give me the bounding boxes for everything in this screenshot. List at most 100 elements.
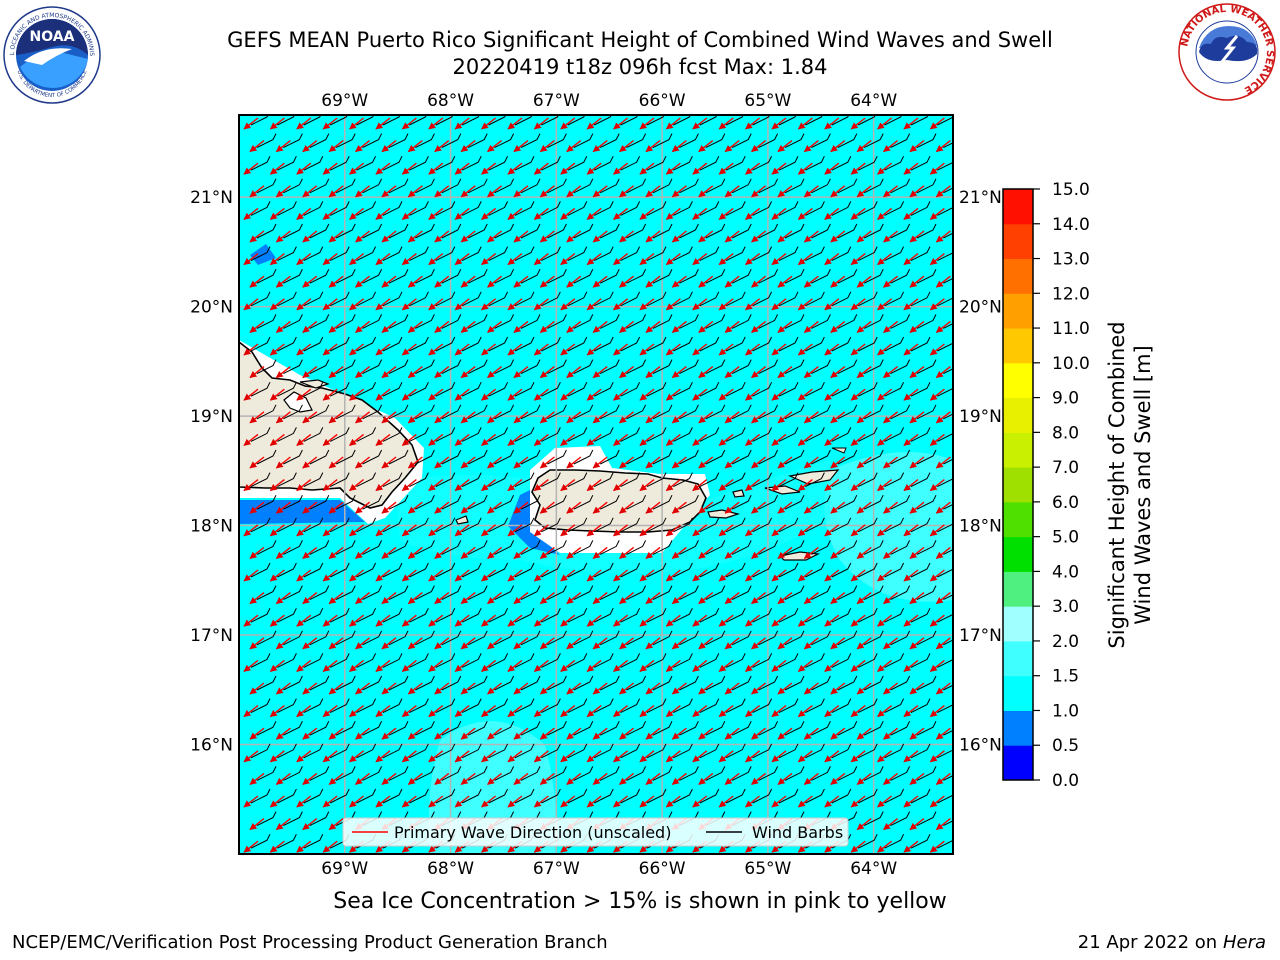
wind-barb: [964, 789, 983, 803]
wave-direction-arrow: [275, 320, 291, 333]
wind-barb: [329, 115, 348, 126]
wind-barb: [758, 404, 779, 420]
wave-direction-arrow: [957, 841, 971, 852]
wind-barb: [778, 246, 799, 262]
wave-direction-arrow: [751, 230, 767, 243]
wind-barb: [283, 359, 303, 375]
wave-direction-arrow: [963, 141, 977, 152]
wave-direction-arrow: [645, 185, 661, 198]
wave-direction-arrow: [903, 207, 919, 220]
colorbar-segment: [1003, 328, 1033, 364]
wind-barb: [362, 449, 383, 465]
wind-barb: [488, 115, 507, 126]
wind-barb: [494, 540, 515, 555]
wave-direction-arrow: [586, 433, 602, 446]
wave-direction-arrow: [428, 388, 444, 401]
wave-direction-arrow: [777, 320, 793, 333]
wave-direction-arrow: [883, 682, 899, 695]
wind-barb: [567, 155, 588, 171]
wave-direction-arrow: [349, 659, 365, 672]
wind-barb: [778, 562, 799, 578]
wave-direction-arrow: [777, 637, 793, 650]
wave-direction-arrow: [957, 615, 971, 626]
wave-direction-arrow: [349, 524, 365, 537]
wind-barb: [356, 155, 377, 171]
wave-direction-arrow: [771, 388, 787, 401]
wind-barb: [409, 472, 429, 488]
wave-direction-arrow: [957, 118, 971, 129]
wave-direction-arrow: [269, 117, 285, 130]
wind-barb: [620, 336, 641, 352]
wind-barb: [699, 698, 720, 714]
wind-barb: [805, 653, 825, 668]
wave-direction-arrow: [296, 569, 312, 582]
colorbar-segments: [1003, 189, 1033, 781]
wave-direction-arrow: [566, 682, 582, 695]
wind-barb: [514, 517, 535, 533]
wave-direction-arrow: [877, 659, 893, 672]
wave-direction-arrow: [929, 207, 945, 220]
latitude-label-right: 16°N: [959, 736, 1002, 756]
wind-barb: [805, 155, 825, 171]
wave-direction-arrow: [375, 479, 391, 492]
wind-barb: [573, 133, 594, 149]
wind-barb: [409, 291, 429, 307]
wind-barb: [805, 291, 825, 307]
wind-barb: [937, 523, 953, 533]
wind-barb: [388, 540, 409, 555]
wave-direction-arrow: [698, 456, 714, 469]
wave-direction-arrow: [322, 659, 338, 672]
wind-barb: [705, 314, 726, 329]
wind-barb: [335, 449, 356, 465]
wind-barb: [784, 359, 805, 375]
wind-barb: [593, 291, 614, 307]
wind-barb: [335, 133, 356, 149]
wave-direction-arrow: [381, 185, 397, 198]
wind-barb: [362, 133, 383, 149]
wave-direction-arrow: [751, 411, 767, 424]
wave-direction-arrow: [935, 366, 951, 379]
wind-barb: [646, 115, 665, 126]
wave-direction-arrow: [856, 140, 872, 153]
wave-direction-arrow: [803, 682, 819, 695]
wind-barb: [884, 336, 905, 352]
wind-barb: [964, 834, 983, 848]
wind-barb: [409, 381, 429, 397]
wind-barb: [731, 404, 752, 420]
wind-barb: [884, 291, 905, 307]
wave-direction-arrow: [269, 298, 285, 311]
wave-direction-arrow: [275, 366, 291, 379]
wave-direction-arrow: [355, 637, 371, 650]
wind-barb: [441, 314, 462, 329]
wave-direction-arrow: [428, 162, 444, 175]
colorbar-segment: [1003, 189, 1033, 225]
wind-barb: [943, 639, 953, 646]
wind-barb: [547, 178, 567, 194]
wind-barb: [699, 246, 720, 262]
wind-barb: [831, 201, 852, 216]
wave-direction-arrow: [724, 682, 740, 695]
wave-direction-arrow: [586, 614, 602, 627]
wind-barb: [705, 133, 726, 149]
wave-direction-arrow: [671, 411, 687, 424]
wave-direction-arrow: [460, 592, 476, 605]
wave-direction-arrow: [877, 569, 893, 582]
wind-barb: [599, 675, 620, 691]
colorbar-tick-label: 1.0: [1052, 701, 1079, 721]
wave-direction-arrow: [586, 388, 602, 401]
wave-direction-arrow: [929, 388, 945, 401]
wind-barb: [805, 201, 825, 216]
wind-barb: [705, 268, 726, 284]
wind-barb: [435, 246, 456, 262]
wind-barb: [256, 449, 277, 465]
wave-direction-arrow: [507, 207, 523, 220]
wave-direction-arrow: [243, 298, 259, 311]
colorbar-tick-label: 0.0: [1052, 771, 1079, 791]
wave-direction-arrow: [935, 411, 951, 424]
wind-barb: [520, 494, 541, 510]
wave-direction-arrow: [639, 614, 655, 627]
wind-barb: [461, 427, 482, 442]
wind-barb: [283, 540, 303, 555]
wave-direction-arrow: [935, 140, 951, 153]
wind-barb: [910, 336, 931, 352]
